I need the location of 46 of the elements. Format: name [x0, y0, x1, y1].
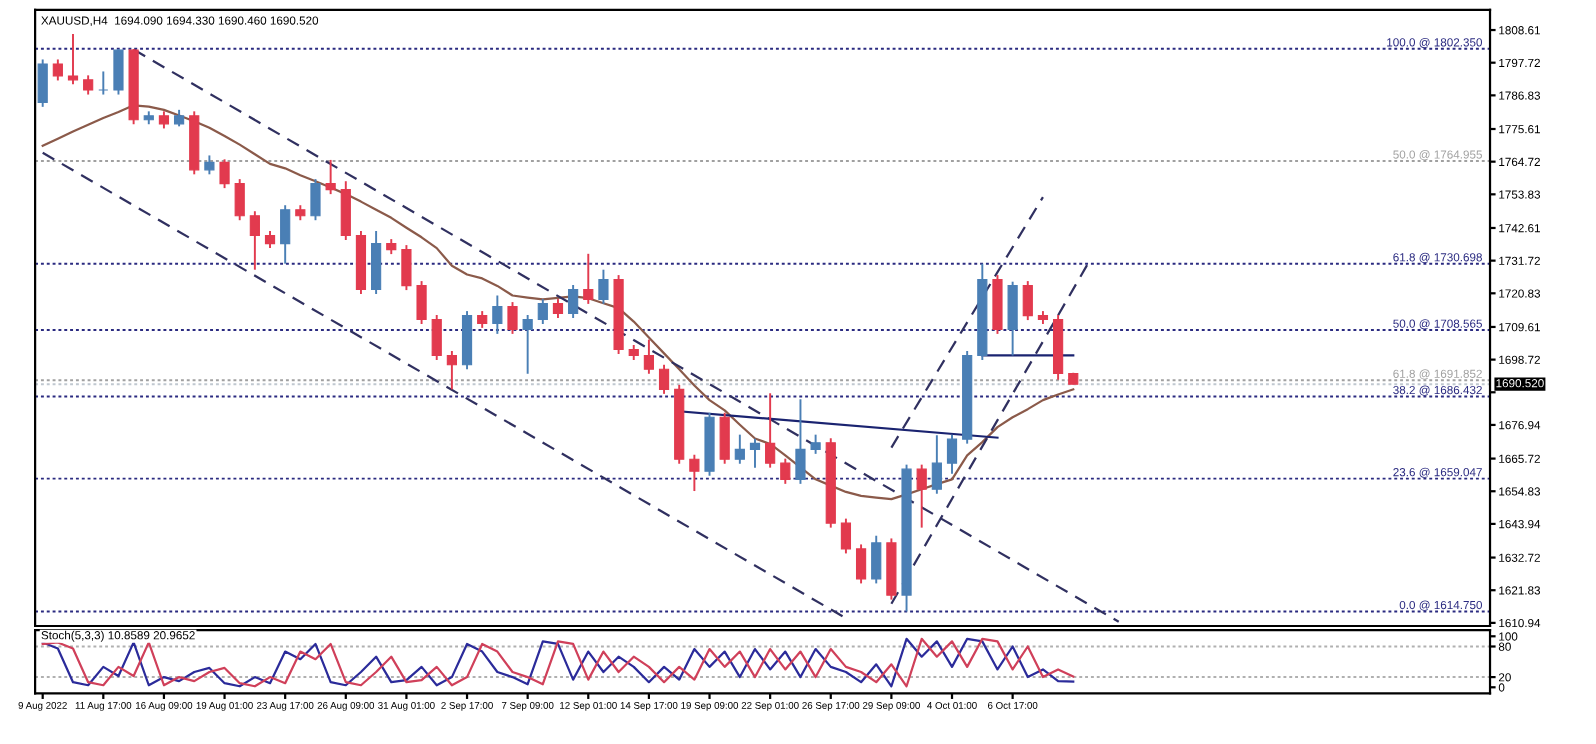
- candlestick: [855, 543, 867, 585]
- candlestick: [219, 158, 230, 190]
- candlestick: [98, 70, 109, 96]
- candlestick: [916, 463, 927, 529]
- candlestick: [340, 180, 351, 241]
- candlestick: [280, 204, 291, 265]
- candlestick: [810, 433, 821, 455]
- candlestick: [568, 284, 579, 319]
- candlestick: [689, 453, 700, 493]
- candlestick: [1007, 280, 1018, 357]
- candlestick: [840, 517, 852, 555]
- candlestick: [401, 244, 412, 292]
- candlestick: [719, 411, 730, 465]
- candlestick: [1022, 280, 1033, 322]
- candlestick: [537, 298, 548, 325]
- candlestick: [871, 534, 882, 585]
- candlestick: [249, 210, 260, 271]
- candlestick: [67, 32, 79, 86]
- candlestick: [583, 252, 594, 305]
- candlestick: [431, 314, 442, 361]
- candlestick: [552, 298, 564, 319]
- candlestick: [52, 58, 63, 82]
- candlestick: [204, 154, 215, 176]
- line-series: [41, 104, 1075, 501]
- candlestick: [598, 268, 609, 305]
- candlestick: [780, 457, 791, 485]
- candlestick: [507, 301, 518, 335]
- candlestick: [37, 58, 48, 108]
- candlestick: [234, 178, 245, 222]
- candlestick: [113, 47, 124, 96]
- candlestick: [83, 74, 94, 96]
- candlestick: [522, 314, 533, 375]
- candlestick: [946, 433, 958, 475]
- candlestick: [371, 230, 382, 295]
- candlestick: [446, 350, 457, 391]
- candlestick: [310, 178, 321, 222]
- candlestick: [325, 158, 336, 196]
- candlestick: [931, 434, 942, 495]
- candlestick: [749, 437, 761, 469]
- candlestick: [416, 280, 427, 325]
- candlestick: [643, 338, 655, 375]
- candlestick: [658, 363, 670, 395]
- candlestick: [734, 433, 745, 465]
- candlestick: [795, 398, 806, 485]
- candlestick: [765, 392, 776, 469]
- candlestick: [492, 294, 503, 335]
